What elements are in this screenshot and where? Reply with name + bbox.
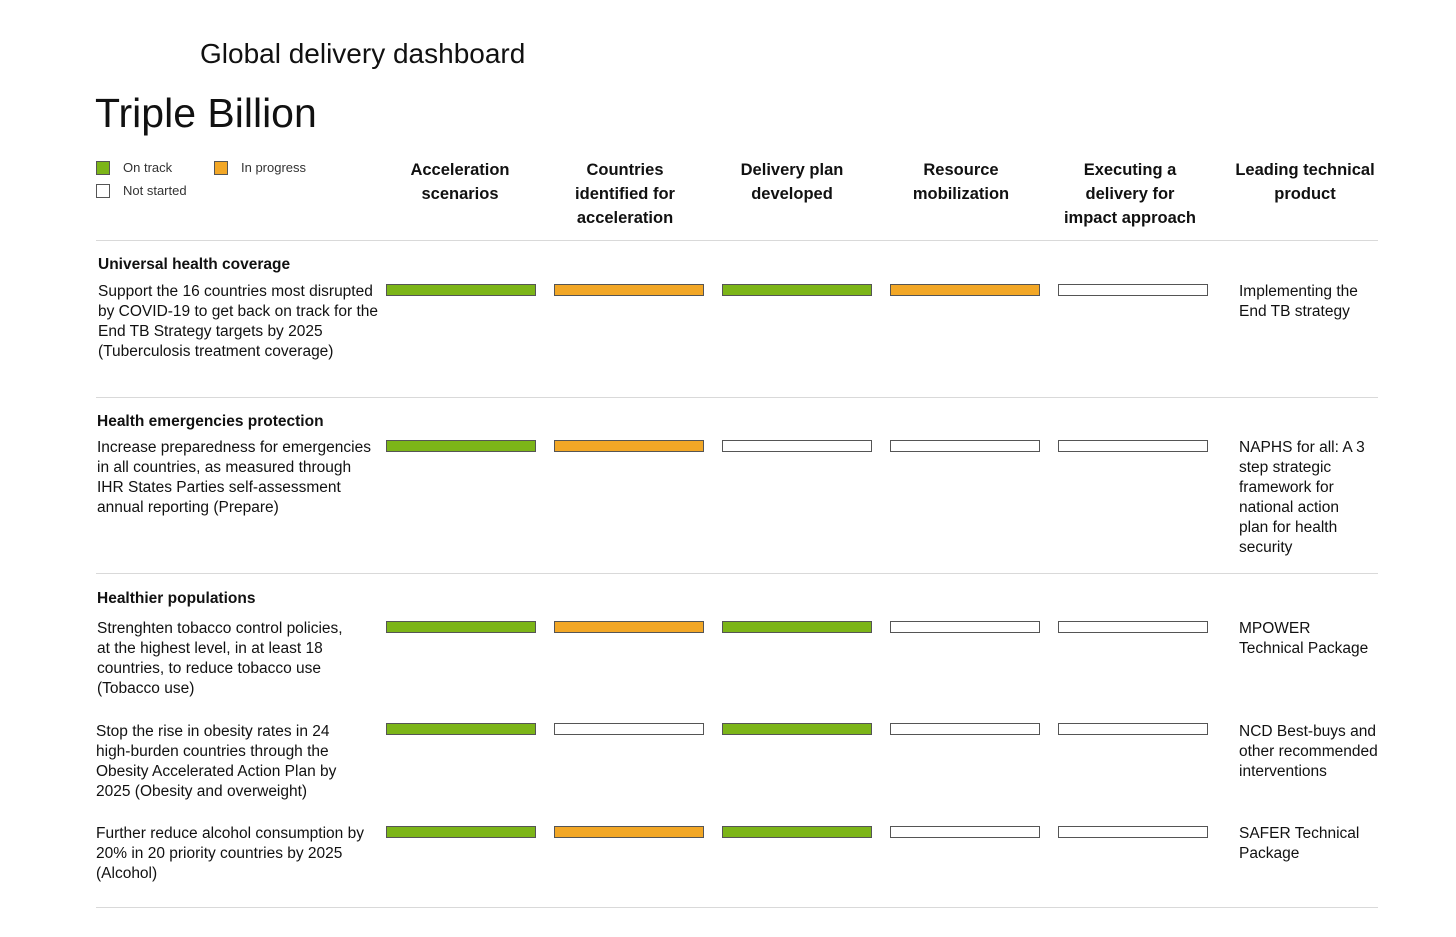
status-bar-delivery-plan	[722, 440, 872, 452]
column-header-acceleration-scenarios: Acceleration scenarios	[410, 161, 510, 203]
status-bar-acceleration-scenarios	[386, 284, 536, 296]
status-bar-resource-mobilization	[890, 826, 1040, 838]
legend-on-track: On track	[96, 160, 172, 175]
status-bar-acceleration-scenarios	[386, 826, 536, 838]
not-started-swatch-icon	[96, 183, 110, 198]
technical-product: SAFER Technical Package	[1239, 825, 1360, 862]
legend-not-started: Not started	[96, 183, 187, 198]
divider	[96, 240, 1378, 241]
status-bar-delivery-plan	[722, 621, 872, 633]
legend-label: Not started	[123, 183, 187, 198]
goal-text: Increase preparedness for emergencies in…	[97, 439, 371, 516]
status-bar-resource-mobilization	[890, 284, 1040, 296]
column-header-delivery-plan: Delivery plan developed	[740, 161, 844, 203]
divider	[96, 397, 1378, 398]
status-bar-countries-identified	[554, 284, 704, 296]
section-title: Health emergencies protection	[97, 413, 324, 430]
technical-product: NCD Best-buys and other recommended inte…	[1239, 723, 1378, 780]
column-header-executing-delivery: Executing a delivery for impact approach	[1063, 161, 1197, 227]
status-bar-acceleration-scenarios	[386, 723, 536, 735]
on-track-swatch-icon	[96, 160, 110, 175]
goal-text: Support the 16 countries most disrupted …	[98, 283, 378, 360]
goal-text: Stop the rise in obesity rates in 24 hig…	[96, 723, 337, 800]
status-bar-resource-mobilization	[890, 723, 1040, 735]
section-title: Universal health coverage	[98, 256, 291, 273]
page-title: Triple Billion	[95, 90, 317, 136]
section-title: Healthier populations	[97, 590, 256, 607]
divider	[96, 573, 1378, 574]
technical-product: NAPHS for all: A 3 step strategic framew…	[1239, 439, 1365, 556]
app-title: Global delivery dashboard	[200, 38, 526, 69]
technical-product: MPOWER Technical Package	[1239, 620, 1369, 657]
status-bar-acceleration-scenarios	[386, 621, 536, 633]
status-bar-executing-delivery	[1058, 440, 1208, 452]
column-header-countries-identified: Countries identified for acceleration	[575, 161, 675, 227]
status-bar-resource-mobilization	[890, 440, 1040, 452]
status-bar-executing-delivery	[1058, 723, 1208, 735]
status-bar-executing-delivery	[1058, 284, 1208, 296]
status-bar-delivery-plan	[722, 284, 872, 296]
goal-text: Further reduce alcohol consumption by 20…	[96, 825, 364, 882]
goal-text: Strenghten tobacco control policies, at …	[97, 620, 343, 697]
status-bar-acceleration-scenarios	[386, 440, 536, 452]
status-bar-delivery-plan	[722, 826, 872, 838]
status-bar-countries-identified	[554, 440, 704, 452]
status-bar-countries-identified	[554, 723, 704, 735]
legend-label: On track	[123, 160, 173, 175]
divider	[96, 907, 1378, 908]
legend-label: In progress	[241, 160, 307, 175]
status-bar-countries-identified	[554, 826, 704, 838]
status-bar-resource-mobilization	[890, 621, 1040, 633]
column-header-leading-technical-product: Leading technical product	[1235, 161, 1375, 203]
status-bar-executing-delivery	[1058, 621, 1208, 633]
column-header-resource-mobilization: Resource mobilization	[912, 161, 1010, 203]
status-bar-delivery-plan	[722, 723, 872, 735]
in-progress-swatch-icon	[214, 160, 228, 175]
status-bar-executing-delivery	[1058, 826, 1208, 838]
technical-product: Implementing the End TB strategy	[1239, 283, 1358, 320]
status-bar-countries-identified	[554, 621, 704, 633]
legend-in-progress: In progress	[214, 160, 306, 175]
